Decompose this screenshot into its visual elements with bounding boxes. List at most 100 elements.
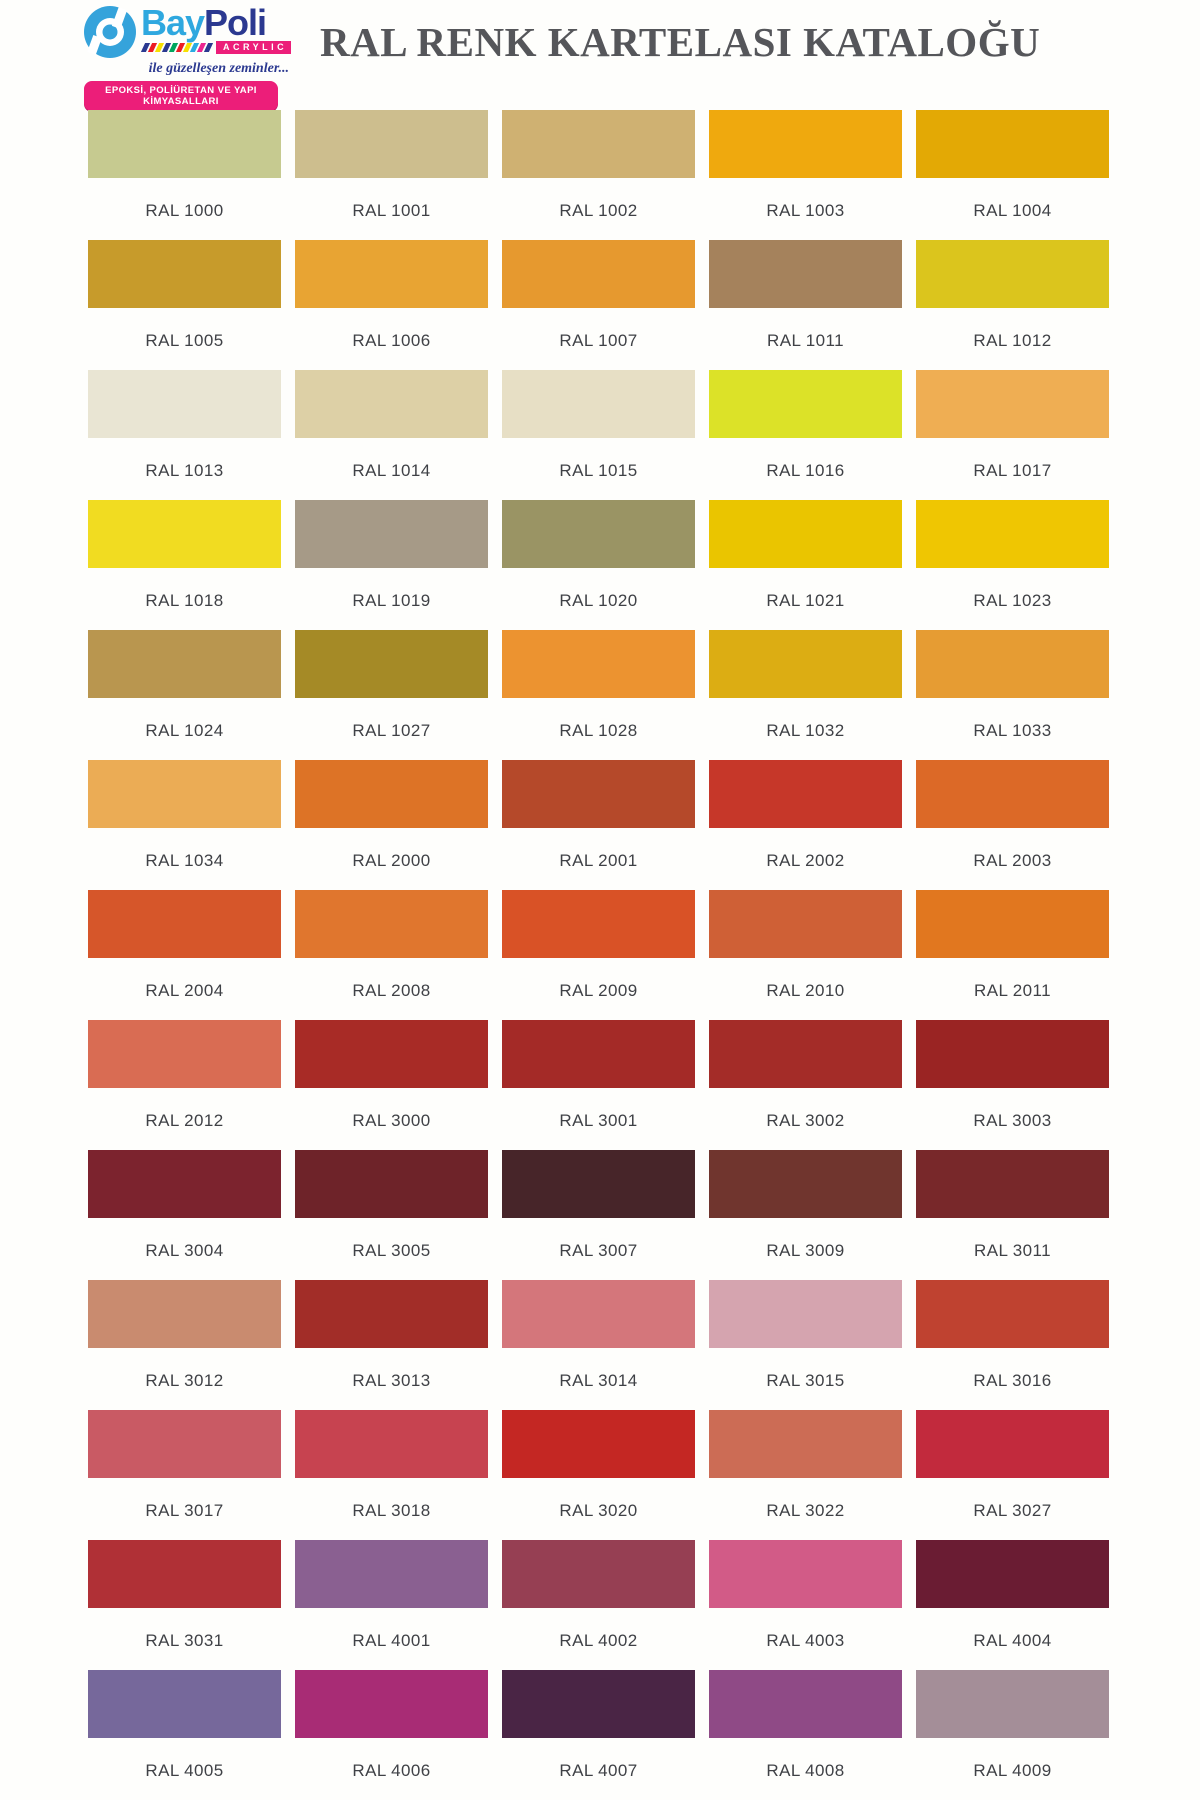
swatch-cell: RAL 1020 <box>502 500 695 609</box>
swatch-cell: RAL 1033 <box>916 630 1109 739</box>
swatch-cell: RAL 1018 <box>88 500 281 609</box>
swatch-label: RAL 4005 <box>145 1761 224 1780</box>
color-swatch <box>295 110 488 178</box>
color-swatch <box>295 1410 488 1478</box>
swatch-label: RAL 4006 <box>352 1761 431 1780</box>
color-swatch <box>502 1670 695 1738</box>
swatch-cell: RAL 1034 <box>88 760 281 869</box>
swatch-cell: RAL 1005 <box>88 240 281 349</box>
swatch-label: RAL 1034 <box>145 851 224 870</box>
color-swatch <box>709 890 902 958</box>
swatch-label: RAL 1000 <box>145 201 224 220</box>
color-swatch <box>916 370 1109 438</box>
swatch-cell: RAL 1012 <box>916 240 1109 349</box>
color-swatch <box>709 1670 902 1738</box>
swatch-cell: RAL 1006 <box>295 240 488 349</box>
swatch-cell: RAL 1003 <box>709 110 902 219</box>
swatch-cell: RAL 1002 <box>502 110 695 219</box>
swatch-label: RAL 2003 <box>973 851 1052 870</box>
swatch-label: RAL 3009 <box>766 1241 845 1260</box>
color-swatch <box>295 890 488 958</box>
swatch-label: RAL 4001 <box>352 1631 431 1650</box>
swatch-grid: RAL 1000 RAL 1001 RAL 1002 RAL 1003 RAL 1004… <box>88 110 1109 1779</box>
swatch-label: RAL 1016 <box>766 461 845 480</box>
swatch-cell: RAL 3003 <box>916 1020 1109 1129</box>
swatch-label: RAL 3022 <box>766 1501 845 1520</box>
color-swatch <box>916 1280 1109 1348</box>
color-swatch <box>709 370 902 438</box>
logo-tagline: ile güzelleşen zeminler... <box>148 61 289 76</box>
swatch-label: RAL 1019 <box>352 591 431 610</box>
swatch-cell: RAL 2009 <box>502 890 695 999</box>
swatch-cell: RAL 1014 <box>295 370 488 479</box>
swatch-label: RAL 1004 <box>973 201 1052 220</box>
swatch-label: RAL 1011 <box>767 331 844 350</box>
swatch-cell: RAL 3005 <box>295 1150 488 1259</box>
swatch-cell: RAL 4001 <box>295 1540 488 1649</box>
color-swatch <box>709 110 902 178</box>
color-swatch <box>295 500 488 568</box>
color-swatch <box>502 1150 695 1218</box>
swatch-label: RAL 1023 <box>973 591 1052 610</box>
color-swatch <box>502 630 695 698</box>
color-swatch <box>916 110 1109 178</box>
color-swatch <box>709 1410 902 1478</box>
swatch-label: RAL 3018 <box>352 1501 431 1520</box>
color-swatch <box>88 1540 281 1608</box>
swatch-label: RAL 1018 <box>145 591 224 610</box>
swatch-label: RAL 4007 <box>559 1761 638 1780</box>
swatch-cell: RAL 1004 <box>916 110 1109 219</box>
color-swatch <box>916 240 1109 308</box>
swatch-label: RAL 1020 <box>559 591 638 610</box>
swatch-label: RAL 3013 <box>352 1371 431 1390</box>
swatch-label: RAL 2010 <box>766 981 845 1000</box>
color-swatch <box>88 500 281 568</box>
color-swatch <box>916 1020 1109 1088</box>
swatch-label: RAL 2012 <box>145 1111 224 1130</box>
swatch-label: RAL 1032 <box>766 721 845 740</box>
swatch-cell: RAL 3013 <box>295 1280 488 1389</box>
swatch-cell: RAL 1001 <box>295 110 488 219</box>
swatch-label: RAL 1002 <box>559 201 638 220</box>
swatch-label: RAL 3027 <box>973 1501 1052 1520</box>
swatch-label: RAL 3015 <box>766 1371 845 1390</box>
color-swatch <box>502 110 695 178</box>
swatch-label: RAL 1003 <box>766 201 845 220</box>
color-swatch <box>295 1540 488 1608</box>
swatch-label: RAL 2008 <box>352 981 431 1000</box>
swatch-cell: RAL 1027 <box>295 630 488 739</box>
swatch-label: RAL 1005 <box>145 331 224 350</box>
color-swatch <box>88 370 281 438</box>
color-swatch <box>916 630 1109 698</box>
color-swatch <box>88 1670 281 1738</box>
flag-stripes <box>140 43 214 53</box>
color-swatch <box>916 1410 1109 1478</box>
swatch-cell: RAL 1023 <box>916 500 1109 609</box>
swatch-cell: RAL 1011 <box>709 240 902 349</box>
swatch-cell: RAL 4002 <box>502 1540 695 1649</box>
page-title: RAL RENK KARTELASI KATALOĞU <box>320 19 1041 65</box>
color-swatch <box>502 1540 695 1608</box>
swatch-cell: RAL 1015 <box>502 370 695 479</box>
swatch-cell: RAL 1007 <box>502 240 695 349</box>
color-swatch <box>295 760 488 828</box>
swatch-label: RAL 4008 <box>766 1761 845 1780</box>
color-swatch <box>916 500 1109 568</box>
color-swatch <box>88 760 281 828</box>
logo-wordmark: BayPoli <box>141 5 291 41</box>
swatch-cell: RAL 3017 <box>88 1410 281 1519</box>
color-swatch <box>502 240 695 308</box>
color-swatch <box>88 1020 281 1088</box>
swatch-label: RAL 3017 <box>145 1501 224 1520</box>
color-swatch <box>502 1410 695 1478</box>
color-swatch <box>295 1280 488 1348</box>
swatch-label: RAL 4002 <box>559 1631 638 1650</box>
swatch-cell: RAL 1024 <box>88 630 281 739</box>
swatch-cell: RAL 3027 <box>916 1410 1109 1519</box>
color-swatch <box>502 760 695 828</box>
swatch-cell: RAL 2003 <box>916 760 1109 869</box>
color-swatch <box>709 630 902 698</box>
swatch-cell: RAL 3007 <box>502 1150 695 1259</box>
swatch-label: RAL 2001 <box>559 851 638 870</box>
color-swatch <box>709 1540 902 1608</box>
